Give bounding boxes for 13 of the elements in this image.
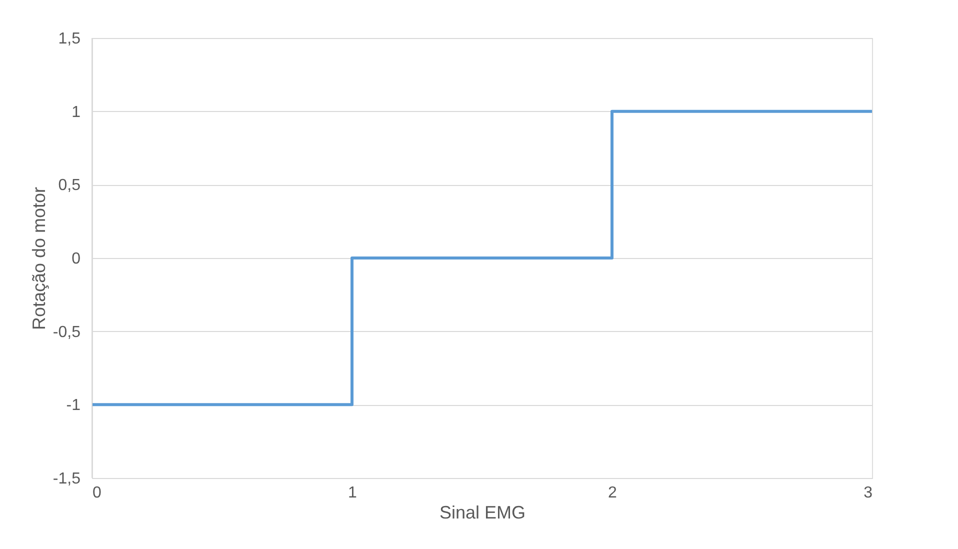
x-axis-title: Sinal EMG: [439, 502, 526, 522]
y-tick-label: 0,5: [58, 177, 81, 194]
y-tick-label: -1: [66, 397, 81, 414]
y-tick-label: 1: [72, 104, 81, 121]
y-tick-label: -0,5: [52, 324, 81, 341]
y-axis-title: Rotação do motor: [28, 186, 49, 330]
x-tick-label: 0: [92, 484, 102, 502]
y-tick-label: 1,5: [58, 30, 81, 48]
x-tick-label: 1: [348, 484, 358, 502]
y-tick-label: -1,5: [52, 470, 81, 488]
x-tick-label: 3: [864, 484, 873, 502]
y-tick-label: 0: [72, 250, 81, 268]
x-tick-label: 2: [608, 484, 618, 502]
